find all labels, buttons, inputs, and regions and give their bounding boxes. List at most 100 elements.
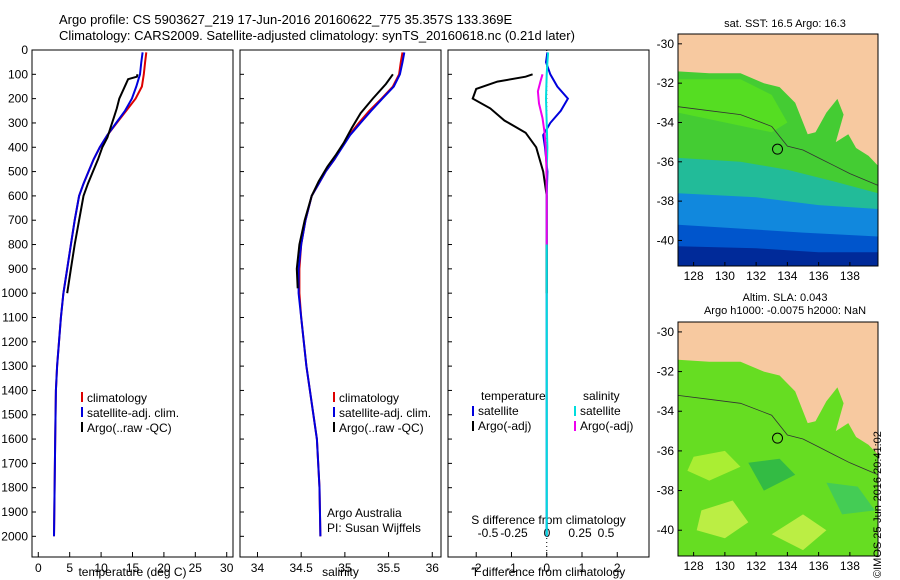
climatology-title: Climatology: CARS2009. Satellite-adjuste… [59,28,575,43]
y-tick-label-13: 1300 [1,359,28,373]
y-tick-label-11: 1100 [2,310,28,324]
ocean-band-4-5 [826,482,875,515]
series-line-0-2 [66,74,139,294]
y-tick-label-4: 400 [8,140,28,154]
map-y-tick-label-3-3: -36 [657,155,675,169]
series-line-2-2 [544,52,550,537]
legend-label-1-2: Argo(..raw -QC) [339,421,424,435]
map-x-tick-label-4-5: 138 [840,559,860,573]
legend-title-temperature: temperature [481,389,546,403]
y-tick-label-16: 1600 [1,432,28,446]
map-y-tick-label-3-0: -30 [657,37,675,51]
x-tick-top-label-3: 0.25 [568,526,592,540]
map-x-tick-label-3-1: 130 [715,269,735,283]
legend-label-0-2: Argo(..raw -QC) [87,421,172,435]
plot-frame-1 [239,49,442,558]
x-axis-label-2: T difference from climatology [472,565,626,579]
x-tick-label-2-2: 0 [543,561,550,575]
y-tick-label-19: 1900 [1,505,28,519]
y-tick-label-12: 1200 [1,335,28,349]
x-tick-label-1-0: 34 [251,561,265,575]
ocean-band-3-5 [678,246,878,266]
y-tick-label-10: 1000 [1,286,28,300]
x-axis-label-0: temperature (deg C) [78,565,186,579]
map-y-tick-label-4-5: -40 [657,523,675,537]
map-x-tick-label-3-5: 138 [840,269,860,283]
x-tick-top-label-1: -0.25 [500,526,528,540]
x-tick-label-2-3: 1 [579,561,586,575]
y-tick-label-20: 2000 [1,529,28,543]
legend-label-0-1: satellite-adj. clim. [87,406,179,420]
diff-legend-label-0: satellite [478,404,519,418]
map-x-tick-label-3-4: 136 [809,269,829,283]
legend-label-1-0: climatology [339,391,399,405]
x-tick-label-0-0: 0 [35,561,42,575]
map-y-tick-label-3-5: -40 [657,233,675,247]
sla-map-title-line2: Argo h1000: -0.0075 h2000: NaN [703,305,867,317]
y-tick-label-15: 1500 [1,408,28,422]
legend-label-0-0: climatology [87,391,147,405]
imos-watermark: ©IMOS 25-Jun-2016 20:41:02 [872,431,884,578]
x-tick-label-1-1: 34.5 [289,561,313,575]
x-tick-label-1-2: 35 [338,561,352,575]
map-x-tick-label-3-3: 134 [777,269,797,283]
y-tick-label-14: 1400 [1,383,28,397]
map-contour-3 [677,106,879,186]
diff-legend-label-1: Argo(-adj) [478,419,531,433]
map-x-tick-label-4-1: 130 [715,559,735,573]
x-tick-label-0-6: 30 [220,561,234,575]
x-tick-label-0-4: 20 [157,561,171,575]
map-4 [677,321,879,557]
map-y-tick-label-4-3: -36 [657,444,675,458]
annotation-pi: PI: Susan Wijffels [327,521,421,535]
map-frame-4 [677,321,879,557]
float-marker-4 [772,432,784,444]
x-tick-label-1-3: 35.5 [377,561,401,575]
x-tick-label-0-3: 15 [126,561,140,575]
annotation-argo-australia: Argo Australia [327,506,402,520]
y-tick-label-17: 1700 [1,456,28,470]
ocean-band-4-2 [748,458,796,491]
series-line-0-1 [53,52,144,537]
y-tick-label-18: 1800 [1,481,28,495]
diff-legend-label-2: satellite [580,404,621,418]
y-tick-label-3: 300 [8,116,28,130]
x-tick-top-label-0: -0.5 [478,526,499,540]
map-y-tick-label-4-1: -32 [657,365,675,379]
profile-title: Argo profile: CS 5903627_219 17-Jun-2016… [59,12,513,27]
map-contour-4 [677,395,879,476]
y-tick-label-2: 200 [8,92,28,106]
ocean-band-4-3 [696,500,749,539]
map-y-tick-label-3-1: -32 [657,76,675,90]
x-tick-label-2-4: 2 [614,561,621,575]
y-tick-label-9: 900 [8,262,28,276]
series-line-1-2 [295,73,394,289]
ocean-band-4-4 [771,514,827,551]
x-tick-label-2-0: -2 [471,561,482,575]
x-tick-label-0-2: 10 [94,561,108,575]
map-x-tick-label-3-2: 132 [746,269,766,283]
y-tick-label-0: 0 [21,43,28,57]
map-y-tick-label-4-4: -38 [657,484,675,498]
legend-label-1-1: satellite-adj. clim. [339,406,431,420]
ocean-band-3-1 [678,79,788,133]
y-tick-label-8: 800 [8,238,28,252]
map-y-tick-label-4-0: -30 [657,325,675,339]
sst-map-title: sat. SST: 16.5 Argo: 16.3 [724,18,846,30]
map-x-tick-label-3-0: 128 [684,269,704,283]
x-axis-label-1: salinity [322,565,359,579]
map-3 [677,33,879,267]
x-tick-label-2-1: -1 [506,561,517,575]
x-tick-label-0-5: 25 [189,561,203,575]
y-tick-label-5: 500 [8,165,28,179]
x-tick-top-label-4: 0.5 [598,526,615,540]
y-tick-label-7: 700 [8,213,28,227]
map-y-tick-label-3-2: -34 [657,115,675,129]
sla-map-title-line1: Altim. SLA: 0.043 [742,292,828,304]
map-x-tick-label-4-2: 132 [746,559,766,573]
map-y-tick-label-4-2: -34 [657,404,675,418]
plot-frame-0 [31,49,234,558]
map-x-tick-label-4-4: 136 [809,559,829,573]
x-axis-top-label: S difference from climatology [471,513,626,527]
